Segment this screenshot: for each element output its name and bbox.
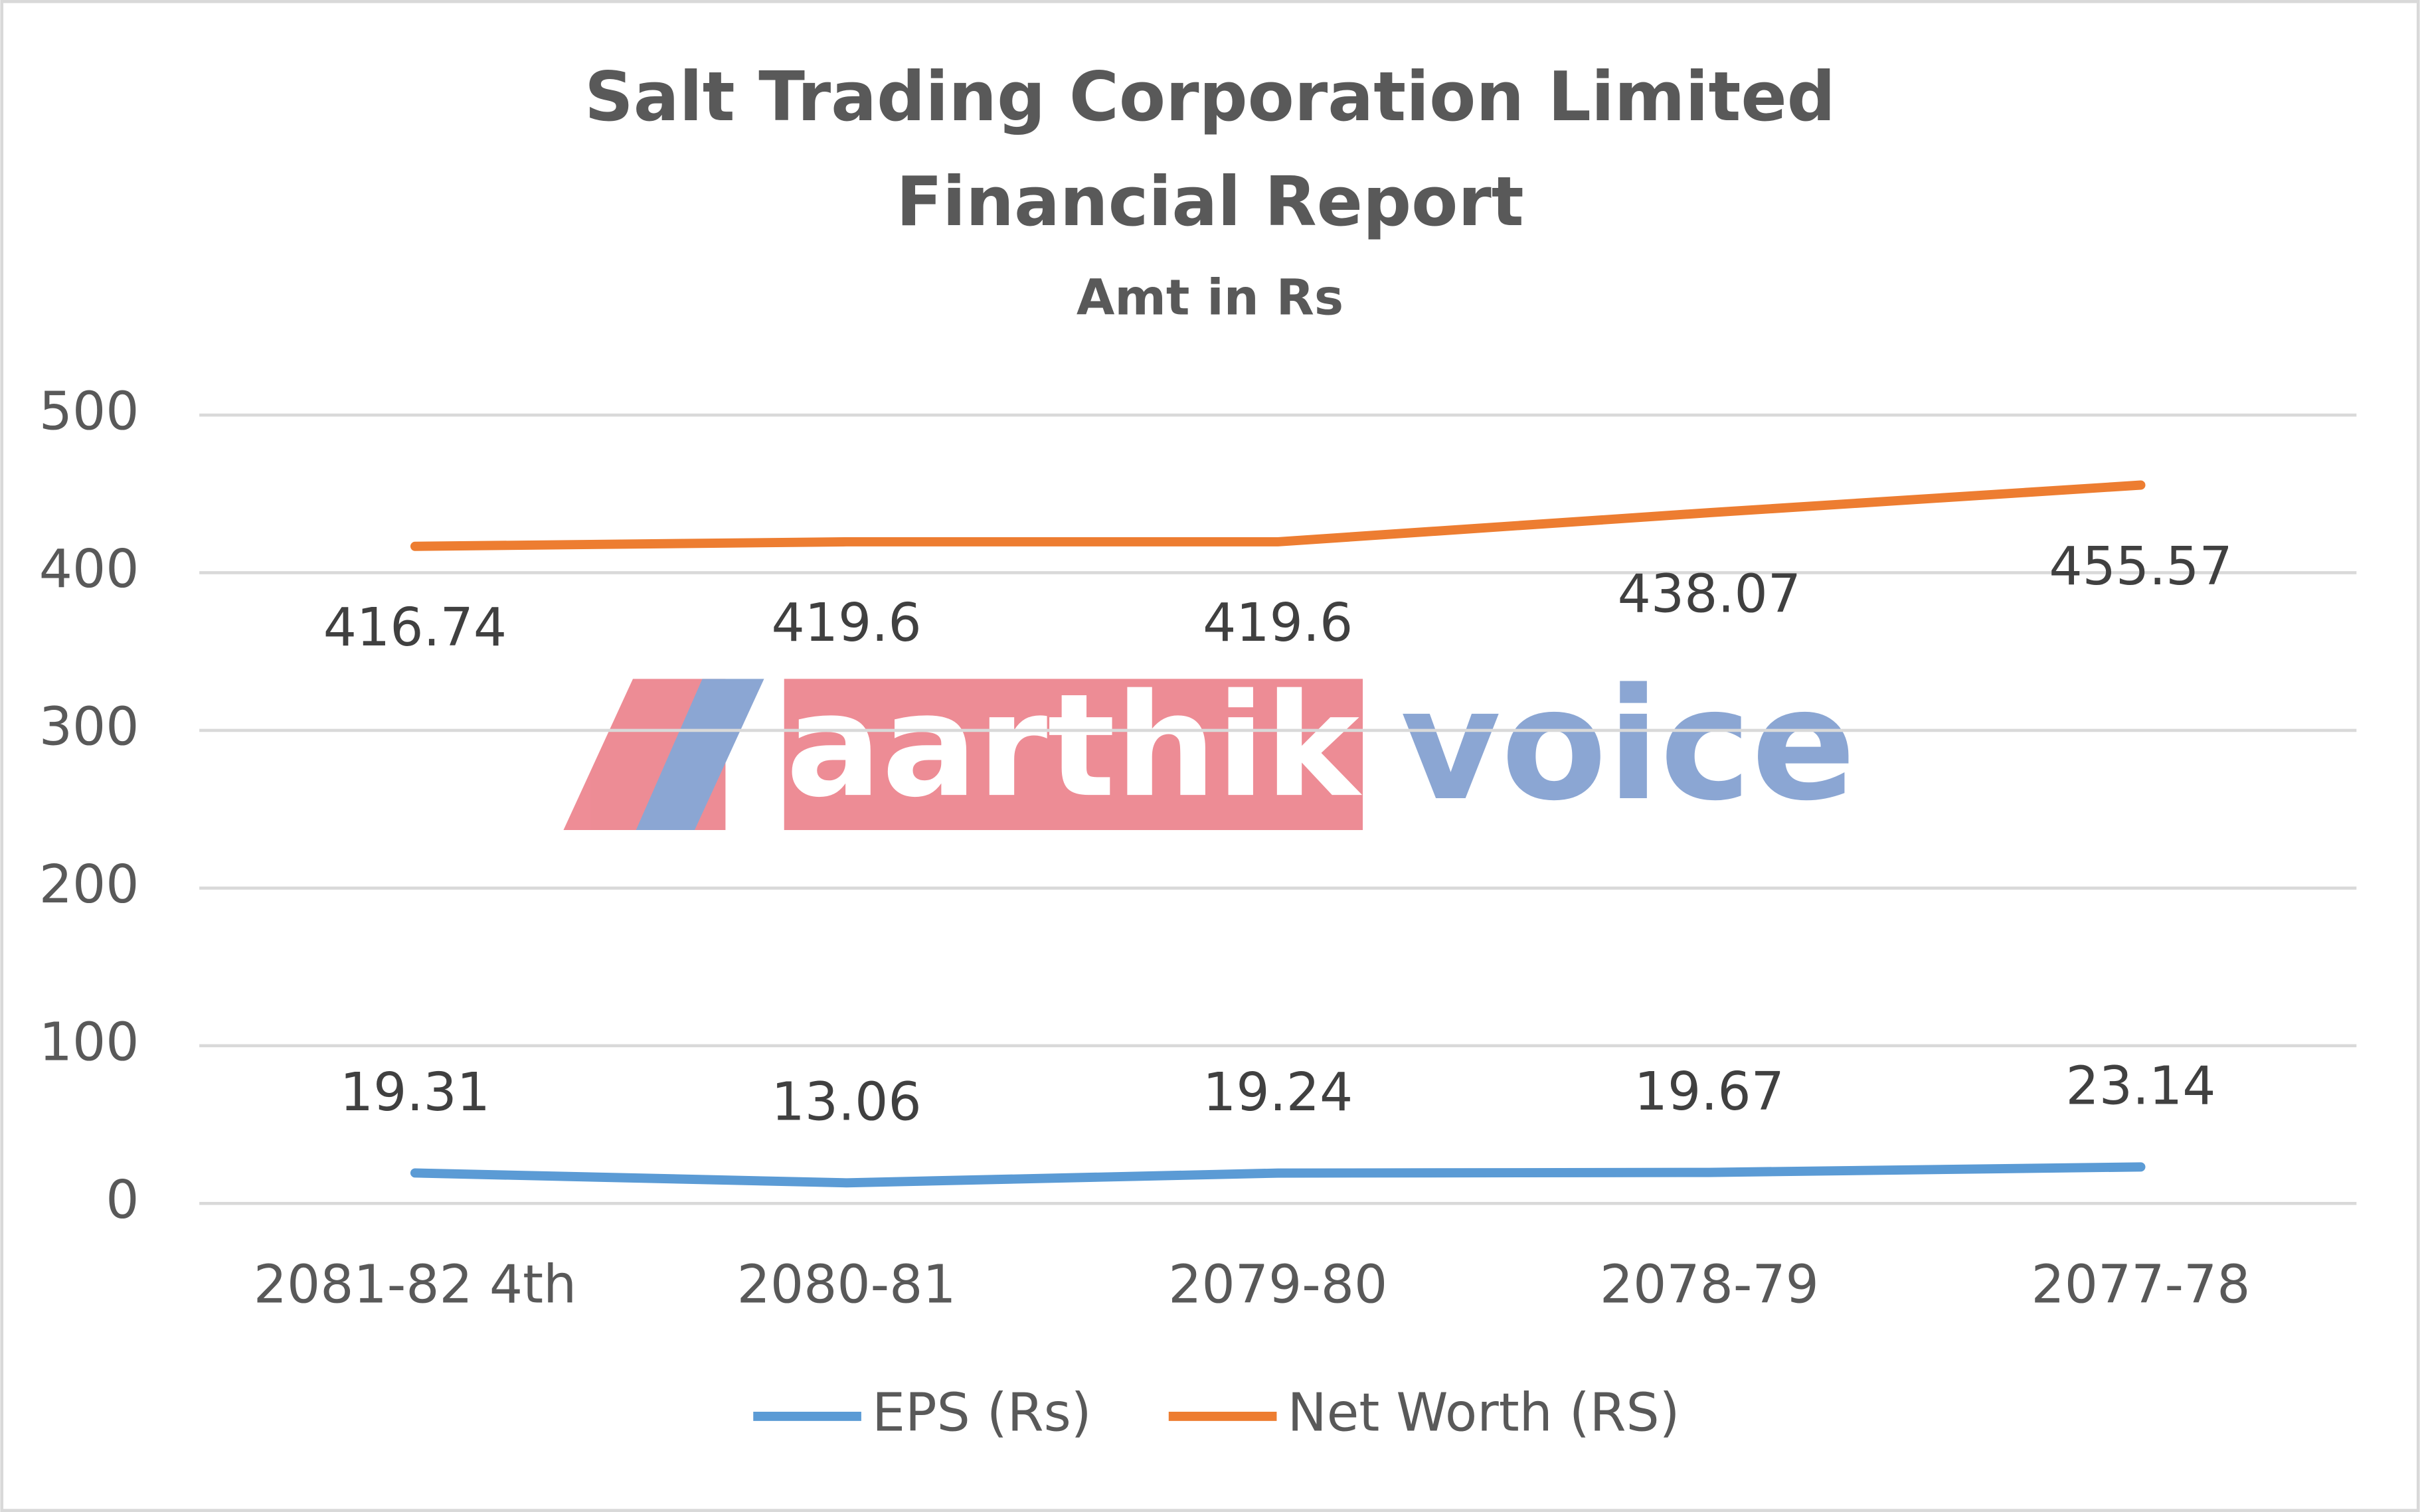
watermark-text: aarthik: [786, 664, 1363, 829]
watermark: aarthik voice: [563, 655, 1856, 835]
legend-label: Net Worth (RS): [1288, 1382, 1680, 1443]
series-line: [410, 1162, 2146, 1188]
data-label: 13.06: [772, 1072, 922, 1133]
x-tick-label: 2078-79: [1600, 1254, 1819, 1315]
watermark-logo: [636, 679, 764, 831]
y-tick-label: 500: [39, 380, 139, 442]
y-tick-label: 300: [39, 696, 139, 757]
watermark-box: [784, 679, 1363, 831]
x-tick-label: 2081-82 4th: [254, 1254, 576, 1315]
data-label: 419.6: [1203, 592, 1353, 653]
chart-title: Salt Trading Corporation Limited: [584, 58, 1836, 137]
data-label: 19.24: [1203, 1062, 1353, 1123]
series-line: [410, 480, 2146, 551]
x-tick-label: 2079-80: [1168, 1254, 1387, 1315]
y-tick-label: 0: [106, 1169, 139, 1230]
data-label: 19.67: [1634, 1061, 1784, 1122]
data-label: 416.74: [323, 597, 507, 658]
legend-label: EPS (Rs): [872, 1382, 1091, 1443]
chart-title: Financial Report: [896, 163, 1523, 242]
data-label: 19.31: [340, 1062, 490, 1123]
x-tick-label: 2077-78: [2031, 1254, 2251, 1315]
chart-subtitle: Amt in Rs: [1077, 269, 1343, 327]
y-tick-label: 200: [39, 854, 139, 915]
y-tick-label: 100: [39, 1011, 139, 1072]
y-tick-label: 400: [39, 539, 139, 600]
data-label: 419.6: [772, 592, 922, 653]
x-tick-label: 2080-81: [737, 1254, 956, 1315]
data-label: 438.07: [1618, 563, 1801, 624]
data-label: 455.57: [2049, 536, 2232, 597]
watermark-text: voice: [1401, 655, 1856, 835]
data-label: 23.14: [2065, 1056, 2215, 1117]
